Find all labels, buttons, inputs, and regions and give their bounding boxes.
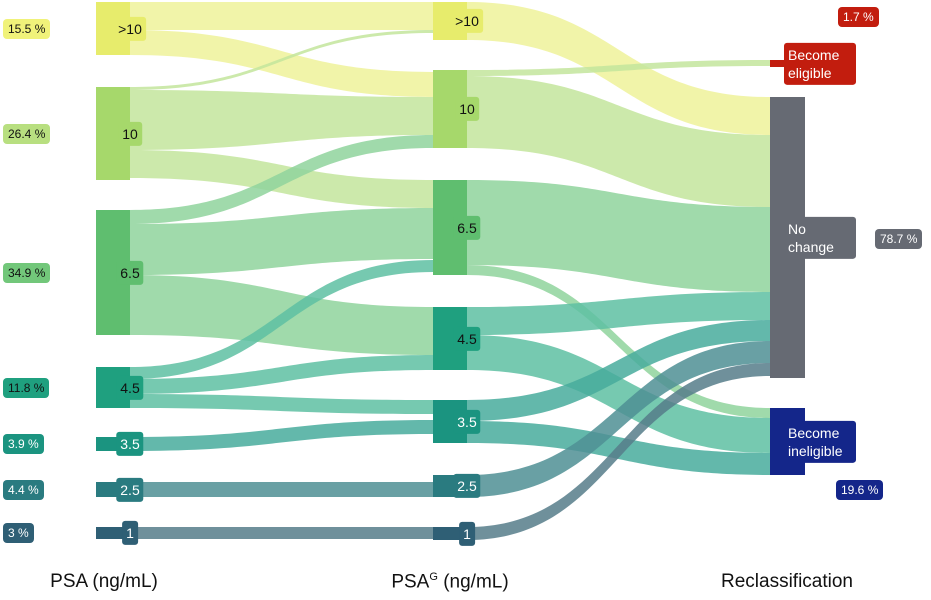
flow xyxy=(467,341,770,497)
node-label: 4.5 xyxy=(453,326,481,351)
flow xyxy=(130,2,433,30)
title-unit: (ng/mL) xyxy=(443,571,509,593)
node-label: 4.5 xyxy=(116,375,144,400)
node-label: 10 xyxy=(118,121,142,146)
node-label: 6.5 xyxy=(453,215,481,240)
column-title: Reclassification xyxy=(721,571,853,592)
share-label: 15.5 % xyxy=(3,18,51,39)
share-label: 1.7 % xyxy=(838,7,879,27)
flow xyxy=(130,394,433,414)
node-label: No change xyxy=(784,216,856,260)
flow xyxy=(467,320,770,421)
flow xyxy=(130,135,433,224)
flow xyxy=(467,60,770,76)
flow xyxy=(130,355,433,394)
share-label: 3 % xyxy=(3,523,34,543)
flow xyxy=(130,420,433,451)
flow xyxy=(130,208,433,275)
flow xyxy=(467,265,770,418)
node-label: >10 xyxy=(451,8,483,34)
flow xyxy=(467,363,770,540)
title-main: PSA xyxy=(391,571,430,593)
node-label: Become eligible xyxy=(784,42,856,85)
node-label: >10 xyxy=(114,16,146,41)
node xyxy=(433,527,467,540)
node-label: 1 xyxy=(459,521,475,546)
flow xyxy=(130,482,433,497)
node-label: Become ineligible xyxy=(784,420,856,463)
flow xyxy=(130,30,433,97)
share-label: 19.6 % xyxy=(836,480,884,500)
flow xyxy=(467,292,770,335)
share-label: 26.4 % xyxy=(3,123,51,144)
flow xyxy=(467,76,770,207)
node-label: 3.5 xyxy=(116,431,144,457)
flow xyxy=(130,527,433,539)
share-label: 3.9 % xyxy=(3,434,44,454)
flow xyxy=(467,180,770,292)
share-label: 11.8 % xyxy=(3,377,50,398)
node-label: 1 xyxy=(122,520,138,546)
flow xyxy=(130,90,433,150)
flow xyxy=(130,30,433,90)
flow xyxy=(467,335,770,453)
flow xyxy=(130,260,433,379)
share-label: 4.4 % xyxy=(3,479,44,500)
column-title: PSA (ng/mL) xyxy=(50,571,158,592)
node-label: 2.5 xyxy=(453,473,481,499)
node-label: 2.5 xyxy=(116,477,144,502)
node-label: 10 xyxy=(455,96,479,122)
node xyxy=(96,527,130,539)
share-label: 78.7 % xyxy=(875,229,923,249)
node-label: 6.5 xyxy=(116,260,144,285)
node-label: 3.5 xyxy=(453,409,481,434)
column-title: PSAG (ng/mL) xyxy=(391,571,508,593)
share-label: 34.9 % xyxy=(3,262,51,283)
title-sup: G xyxy=(429,571,438,583)
